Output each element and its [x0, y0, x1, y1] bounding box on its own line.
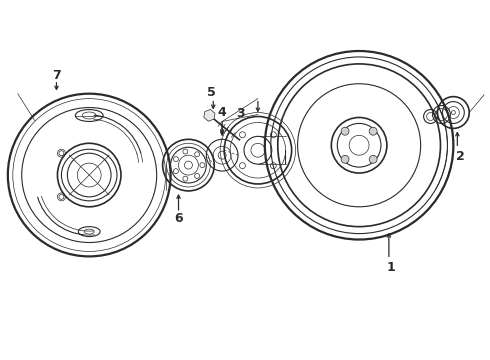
- Text: 6: 6: [174, 212, 183, 225]
- Text: 3: 3: [236, 107, 245, 120]
- Text: 7: 7: [52, 69, 61, 82]
- Text: 1: 1: [387, 261, 395, 274]
- Circle shape: [369, 155, 377, 163]
- Polygon shape: [204, 109, 215, 121]
- Text: 5: 5: [207, 86, 216, 99]
- Circle shape: [369, 127, 377, 135]
- Circle shape: [341, 127, 349, 135]
- Text: 4: 4: [218, 106, 226, 119]
- Text: 2: 2: [456, 150, 465, 163]
- Circle shape: [341, 155, 349, 163]
